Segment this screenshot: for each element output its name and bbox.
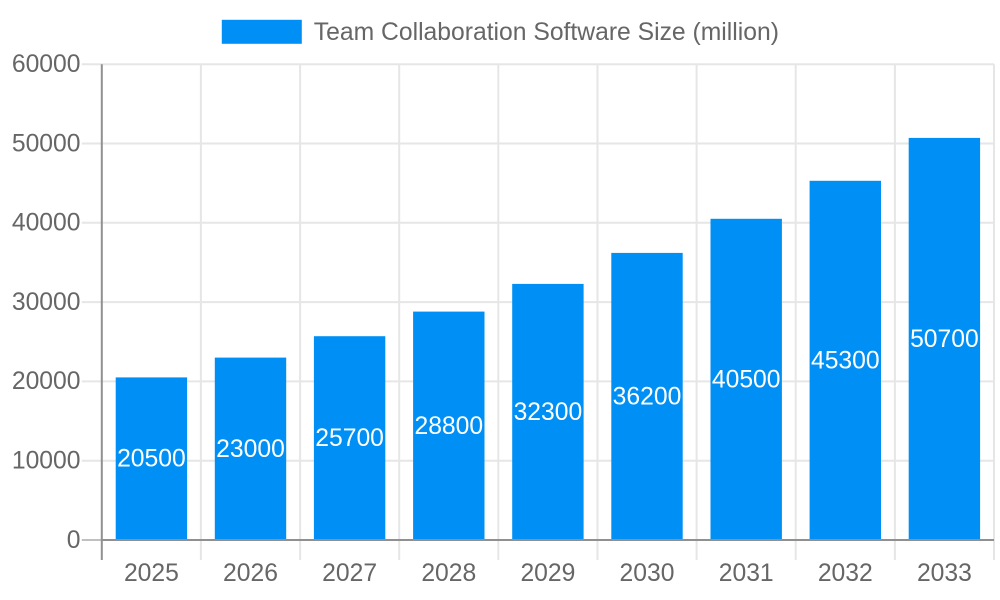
svg-text:2032: 2032 [818,560,873,587]
svg-text:2031: 2031 [719,560,774,587]
svg-text:2029: 2029 [520,560,575,587]
svg-text:60000: 60000 [12,51,81,78]
svg-text:32300: 32300 [514,399,583,426]
svg-text:Team Collaboration Software Si: Team Collaboration Software Size (millio… [314,19,779,46]
svg-text:25700: 25700 [315,425,384,452]
svg-text:2025: 2025 [124,560,179,587]
svg-text:2026: 2026 [223,560,278,587]
svg-text:2027: 2027 [322,560,377,587]
svg-text:40500: 40500 [712,366,781,393]
svg-text:50700: 50700 [910,326,979,353]
svg-text:30000: 30000 [12,289,81,316]
svg-text:0: 0 [67,527,81,554]
svg-text:20000: 20000 [12,368,81,395]
svg-text:2030: 2030 [620,560,675,587]
svg-text:10000: 10000 [12,448,81,475]
svg-text:28800: 28800 [414,413,483,440]
svg-text:36200: 36200 [613,384,682,411]
svg-text:50000: 50000 [12,130,81,157]
svg-text:20500: 20500 [117,446,186,473]
svg-text:45300: 45300 [811,347,880,374]
svg-text:23000: 23000 [216,436,285,463]
svg-text:2028: 2028 [421,560,476,587]
svg-text:2033: 2033 [917,560,972,587]
svg-text:40000: 40000 [12,210,81,237]
